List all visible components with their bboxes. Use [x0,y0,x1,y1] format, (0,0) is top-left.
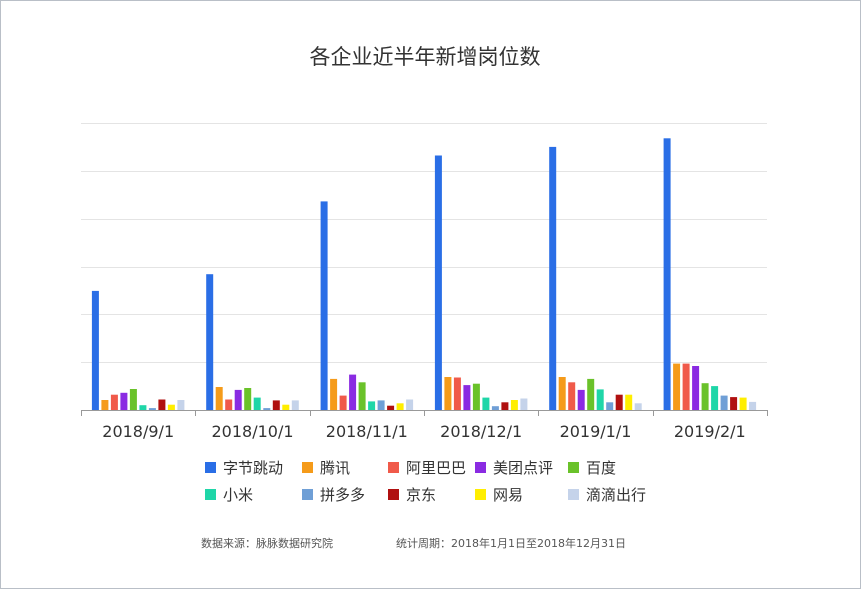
bar [491,406,499,410]
bar [577,389,585,410]
bar [148,408,156,410]
legend-swatch [568,462,579,473]
period-note: 统计周期：2018年1月1日至2018年12月31日 [396,536,626,550]
x-tick-label: 2018/10/1 [211,422,293,441]
data-source-note: 数据来源：脉脉数据研究院 [201,536,333,550]
bar [720,395,728,410]
legend-label: 阿里巴巴 [406,459,466,477]
x-axis: 2018/9/1 2018/10/1 2018/11/1 2018/12/1 2019/… [81,410,768,441]
bar [396,403,404,410]
bar [568,382,576,410]
bar [206,274,214,410]
legend-swatch [205,489,216,500]
bar [749,401,757,410]
bar [330,378,338,410]
bar [244,388,252,410]
bar [673,363,681,410]
bar [634,403,642,410]
legend-label: 字节跳动 [223,459,283,477]
bar [682,363,690,410]
bar [463,385,471,410]
legend-label: 京东 [406,486,436,504]
bar [234,389,242,410]
bar [625,394,633,410]
bar [501,402,509,410]
x-tick-label: 2018/11/1 [326,422,408,441]
legend-swatch [568,489,579,500]
legend-swatch [388,489,399,500]
legend-swatch [302,462,313,473]
x-tick-label: 2019/1/1 [560,422,632,441]
bar [549,146,557,410]
bar [225,399,233,410]
bar [596,389,604,410]
bar [377,400,385,410]
bar [434,155,442,410]
legend-swatch [475,489,486,500]
bar [520,398,528,410]
bar [91,290,99,410]
bar [272,400,280,410]
legend-label: 滴滴出行 [586,486,646,504]
bar [510,400,518,410]
legend-label: 腾讯 [320,459,350,477]
bar [482,397,490,410]
bar [472,383,480,410]
bar [253,397,261,410]
bar [730,397,738,410]
bars [91,138,757,411]
bar [291,400,299,410]
bar [349,374,357,410]
bar [282,404,290,410]
bar [739,397,747,410]
legend-label: 拼多多 [320,486,365,504]
bar [101,400,109,410]
bar [711,386,719,410]
bar [358,382,366,410]
x-tick-label: 2018/9/1 [102,422,174,441]
bar [320,201,328,410]
bar [444,377,452,410]
chart-title: 各企业近半年新增岗位数 [310,45,541,69]
legend-label: 百度 [586,459,616,477]
legend-swatch [475,462,486,473]
bar [387,405,395,410]
bar [663,138,671,411]
x-tick-label: 2018/12/1 [440,422,522,441]
bar [120,392,128,410]
bar [615,394,623,410]
x-tick-label: 2019/2/1 [674,422,746,441]
legend-label: 网易 [493,486,523,504]
legend-swatch [388,462,399,473]
legend-label: 美团点评 [493,459,553,477]
bar [129,389,137,410]
bar [110,394,118,410]
legend-label: 小米 [223,486,253,504]
bar [692,366,700,410]
bar [177,400,185,410]
bar [368,401,376,410]
bar [263,408,271,410]
bar [215,387,223,410]
bar [587,378,595,410]
bar [139,405,147,410]
bar [339,395,347,410]
bar [701,383,709,410]
bar [558,377,566,410]
legend-swatch [302,489,313,500]
bar [158,399,166,410]
bar [167,404,175,410]
bar [406,399,414,410]
gridlines [81,123,767,363]
bar [606,402,614,410]
legend-swatch [205,462,216,473]
bar [453,377,461,410]
